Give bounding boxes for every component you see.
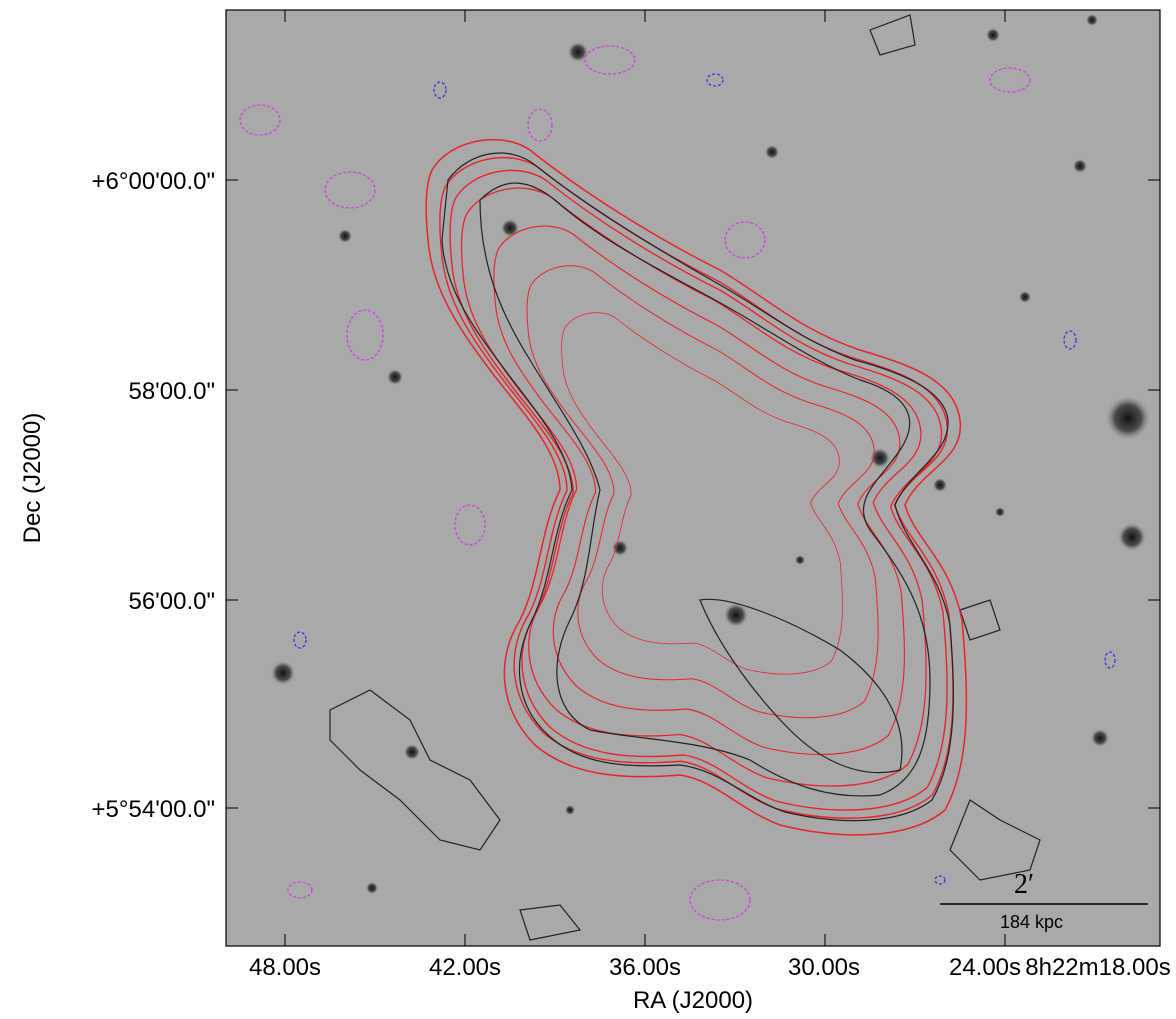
y-axis-label: Dec (J2000) (19, 413, 46, 544)
source-contours (425, 138, 968, 836)
star (501, 219, 519, 237)
star (1091, 729, 1109, 747)
x-tick-label: 8h22m18.00s (1025, 954, 1170, 981)
star (1086, 14, 1098, 26)
star (765, 145, 779, 159)
star (387, 369, 403, 385)
scale-bar: 2′ 184 kpc (940, 869, 1148, 932)
x-tick-label: 48.00s (249, 954, 321, 981)
star (1118, 523, 1146, 551)
star (565, 805, 575, 815)
star (795, 555, 805, 565)
y-tick-label: +6°00'00.0" (92, 168, 215, 195)
star (612, 540, 628, 556)
blue-contours (293, 73, 1116, 885)
x-tick-label: 42.00s (429, 954, 501, 981)
star (404, 744, 420, 760)
star (933, 478, 947, 492)
star (724, 603, 748, 627)
star (1106, 396, 1150, 440)
scale-length: 184 kpc (1000, 912, 1063, 932)
star (986, 28, 1000, 42)
star (338, 229, 352, 243)
sky-image (226, 10, 1160, 946)
y-tick-label: 56'00.0" (128, 588, 215, 615)
star (1073, 159, 1087, 173)
star (1019, 291, 1031, 303)
scale-angle: 2′ (1014, 869, 1034, 900)
star (870, 448, 890, 468)
star (366, 882, 378, 894)
source-contours-black (441, 152, 954, 822)
plot-frame (225, 9, 1161, 947)
negative-contours (239, 45, 1031, 921)
star (568, 42, 588, 62)
star (995, 507, 1005, 517)
x-tick-label: 36.00s (609, 954, 681, 981)
stars (271, 14, 1150, 894)
y-tick-label: 58'00.0" (128, 378, 215, 405)
star (271, 661, 295, 685)
external-contours (329, 14, 1041, 941)
x-axis-label: RA (J2000) (633, 987, 753, 1014)
y-tick-label: +5°54'00.0" (92, 796, 215, 823)
x-tick-label: 30.00s (788, 954, 860, 981)
tick-marks (226, 10, 1160, 946)
image-content (239, 14, 1150, 941)
x-tick-label: 24.00s (949, 954, 1021, 981)
